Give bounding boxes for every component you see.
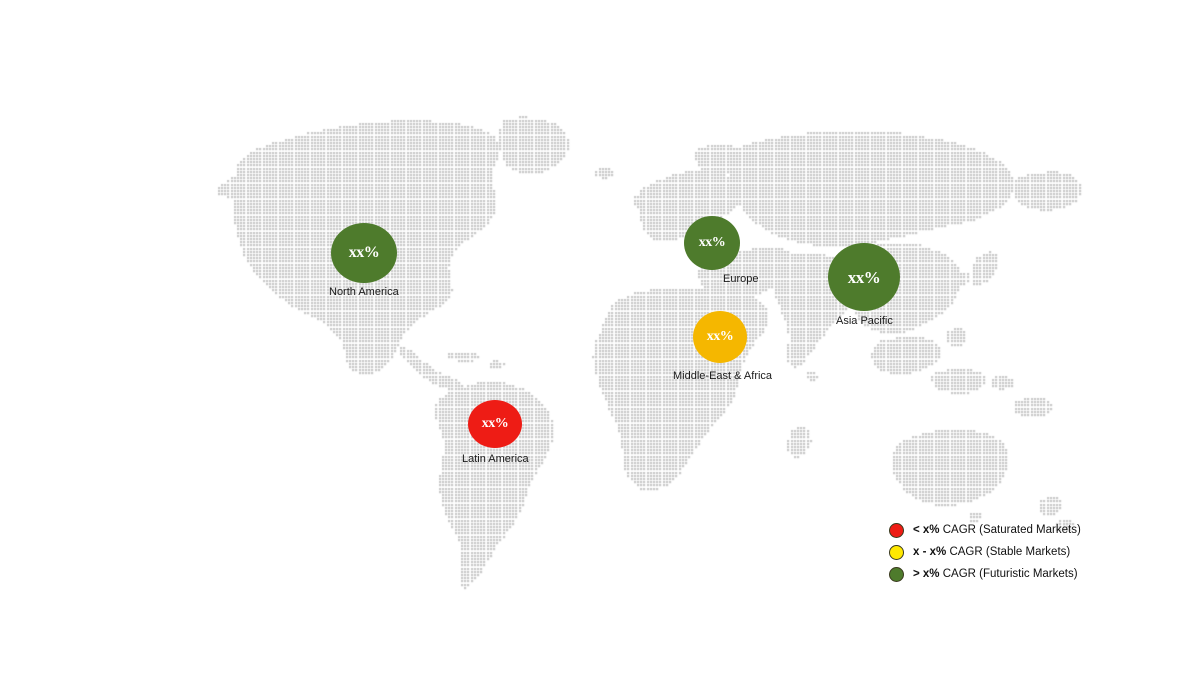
region-bubble-middle-east-africa[interactable]: xx% (693, 311, 747, 363)
region-label-latin-america: Latin America (462, 453, 529, 465)
region-value-asia-pacific: xx% (847, 267, 881, 287)
region-value-middle-east-africa: xx% (706, 329, 734, 344)
legend-dot-stable-icon (889, 544, 904, 560)
region-label-asia-pacific: Asia Pacific (836, 315, 893, 327)
legend-dot-saturated-icon (889, 522, 904, 538)
region-bubble-asia-pacific[interactable]: xx% (828, 243, 900, 311)
legend: < x% CAGR (Saturated Markets) x - x% CAGR… (889, 519, 1081, 585)
region-label-europe: Europe (723, 273, 759, 285)
region-bubble-north-america[interactable]: xx% (331, 223, 397, 283)
legend-item-stable[interactable]: x - x% CAGR (Stable Markets) (889, 541, 1081, 563)
legend-label-futuristic: > x% CAGR (Futuristic Markets) (913, 568, 1078, 580)
region-label-north-america: North America (329, 286, 399, 298)
region-bubble-latin-america[interactable]: xx% (468, 400, 522, 448)
region-label-middle-east-africa: Middle-East & Africa (673, 370, 773, 382)
legend-label-stable: x - x% CAGR (Stable Markets) (913, 546, 1071, 558)
legend-dot-futuristic-icon (889, 566, 904, 582)
region-value-latin-america: xx% (481, 416, 509, 431)
region-value-north-america: xx% (348, 244, 380, 261)
legend-label-saturated: < x% CAGR (Saturated Markets) (913, 524, 1081, 536)
region-bubble-europe[interactable]: xx% (684, 216, 740, 270)
legend-item-saturated[interactable]: < x% CAGR (Saturated Markets) (889, 519, 1081, 541)
legend-item-futuristic[interactable]: > x% CAGR (Futuristic Markets) (889, 563, 1081, 585)
region-value-europe: xx% (698, 235, 726, 250)
